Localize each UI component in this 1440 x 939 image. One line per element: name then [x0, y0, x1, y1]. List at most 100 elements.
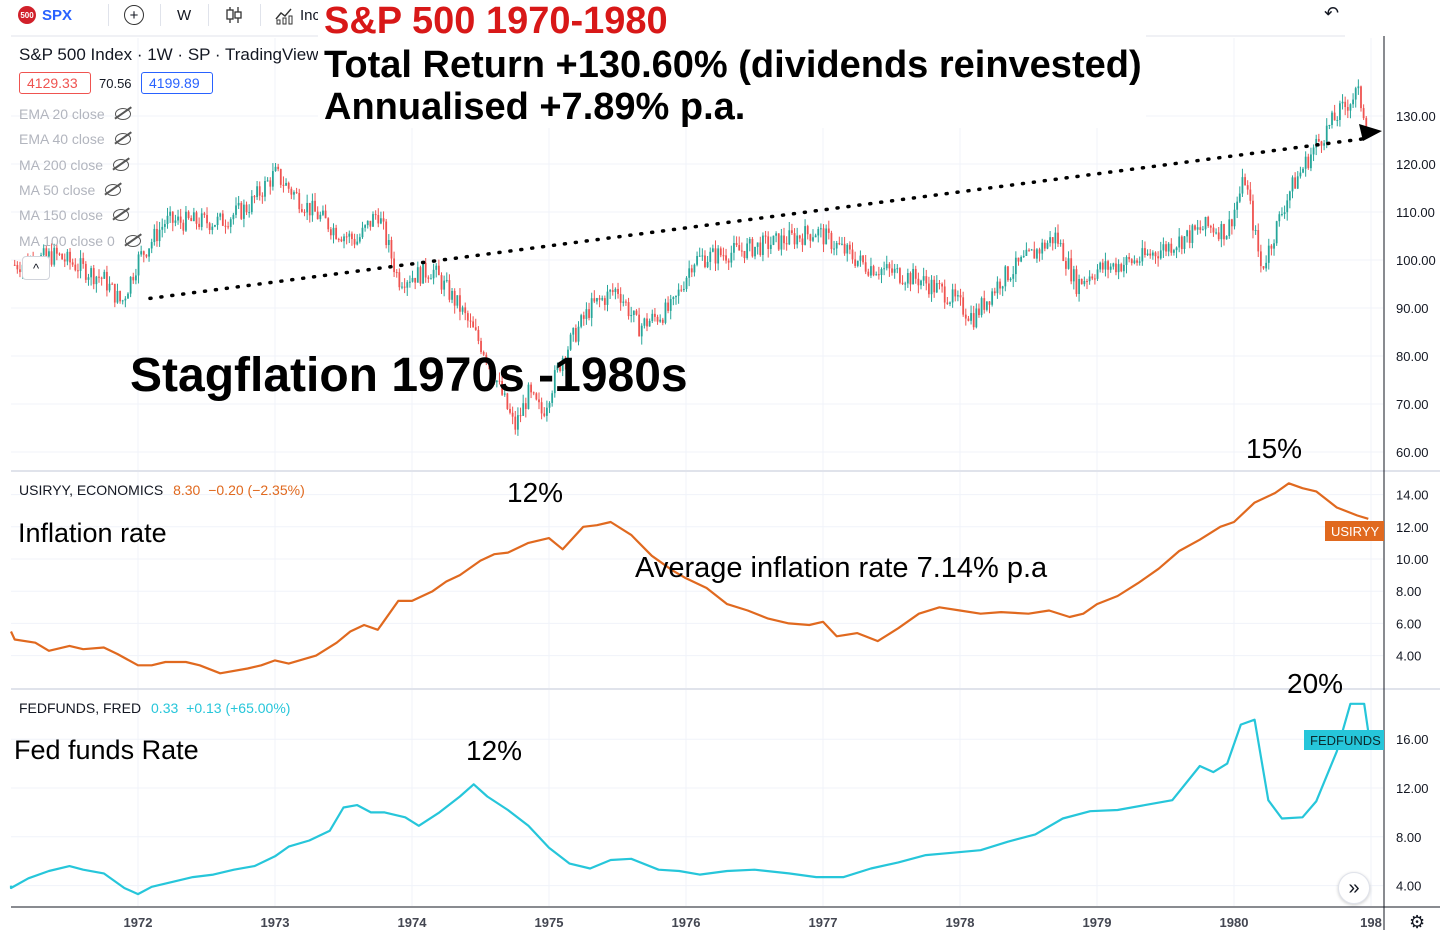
- candle-body: [846, 244, 849, 254]
- time-tick-label: 1976: [672, 915, 701, 930]
- collapse-legend-button[interactable]: ^: [22, 256, 50, 280]
- indicator-ma200[interactable]: MA 200 close: [19, 157, 130, 173]
- candle-body: [535, 393, 538, 400]
- indicator-label: MA 100 close 0: [19, 233, 115, 249]
- eye-hidden-icon[interactable]: [105, 184, 122, 196]
- candle-body: [617, 288, 619, 294]
- candle-body: [1259, 251, 1262, 267]
- candle-body: [1012, 274, 1015, 279]
- compare-button[interactable]: +: [124, 4, 144, 26]
- candle-body: [1170, 243, 1173, 253]
- gear-icon[interactable]: ⚙: [1409, 912, 1426, 932]
- eye-hidden-icon[interactable]: [113, 209, 130, 221]
- candle-body: [319, 214, 322, 220]
- candle-body: [351, 233, 353, 240]
- toolbar-divider: [260, 4, 261, 26]
- sell-price-button[interactable]: 4129.33: [19, 72, 91, 94]
- candle-body: [975, 308, 978, 328]
- indicators-button[interactable]: Inc: [274, 4, 320, 26]
- fedfunds-name: FEDFUNDS, FRED: [19, 700, 142, 716]
- price-tick-label: 120.00: [1396, 157, 1436, 172]
- interval-button[interactable]: W: [177, 4, 191, 26]
- candle-body: [401, 286, 403, 288]
- candle-body: [419, 267, 422, 284]
- candle-body: [1194, 225, 1196, 230]
- candle-body: [938, 283, 941, 285]
- candle-body: [888, 264, 891, 269]
- candle-body: [1159, 250, 1162, 259]
- candle-body: [764, 235, 767, 237]
- candle-body: [195, 212, 198, 224]
- candle-body: [909, 273, 912, 285]
- chart-type-button[interactable]: [224, 4, 244, 26]
- candle-body: [406, 282, 409, 288]
- candle-body: [970, 313, 972, 321]
- candle-body: [582, 315, 585, 319]
- candle-body: [972, 313, 975, 328]
- candle-body: [314, 200, 316, 212]
- time-tick-label: 198: [1360, 915, 1382, 930]
- buy-price-button[interactable]: 4199.89: [141, 72, 213, 94]
- candle-body: [1186, 230, 1189, 237]
- candle-body: [1241, 177, 1244, 194]
- usiryy-change: −0.20 (−2.35%): [208, 482, 305, 498]
- candle-body: [551, 393, 554, 403]
- candle-body: [545, 407, 548, 416]
- candle-body: [1038, 249, 1041, 254]
- candle-body: [87, 277, 90, 280]
- indicator-ema20[interactable]: EMA 20 close: [19, 106, 131, 122]
- eye-hidden-icon[interactable]: [124, 235, 141, 247]
- candle-body: [1022, 255, 1025, 258]
- candle-body: [227, 226, 230, 228]
- candle-body: [1296, 176, 1299, 189]
- fedfunds-tick-label: 4.00: [1396, 879, 1421, 894]
- candle-body: [1336, 119, 1339, 121]
- candle-body: [640, 325, 643, 337]
- candle-body: [740, 250, 743, 252]
- indicator-ma100[interactable]: MA 100 close 0: [19, 233, 141, 249]
- fedfunds-value: 0.33: [151, 700, 179, 716]
- indicator-ema40[interactable]: EMA 40 close: [19, 131, 131, 147]
- candle-body: [946, 302, 949, 304]
- candle-body: [746, 243, 749, 259]
- candle-body: [50, 251, 53, 265]
- candle-body: [1262, 266, 1265, 269]
- candle-body: [1362, 108, 1365, 119]
- indicator-ma150[interactable]: MA 150 close: [19, 207, 130, 223]
- eye-hidden-icon[interactable]: [114, 108, 131, 120]
- scroll-to-realtime-button[interactable]: »: [1338, 872, 1370, 904]
- indicators-icon: [275, 8, 293, 25]
- symbol-search-button[interactable]: 500 SPX: [18, 4, 72, 26]
- candle-body: [1120, 264, 1123, 272]
- candle-body: [806, 226, 809, 235]
- time-tick-label: 1975: [535, 915, 564, 930]
- candle-body: [427, 277, 430, 279]
- candle-body: [772, 235, 775, 245]
- candle-body: [485, 354, 488, 361]
- candle-body: [1122, 264, 1125, 272]
- candle-body: [437, 265, 440, 276]
- candle-body: [282, 184, 285, 186]
- candle-body: [440, 275, 443, 290]
- candle-body: [833, 248, 835, 250]
- candle-body: [519, 415, 522, 417]
- candle-body: [664, 302, 667, 323]
- usiryy-tick-label: 4.00: [1396, 649, 1421, 664]
- eye-hidden-icon[interactable]: [114, 133, 131, 145]
- eye-hidden-icon[interactable]: [113, 159, 130, 171]
- candle-body: [1046, 242, 1049, 249]
- candle-body: [111, 283, 114, 285]
- candle-body: [1304, 156, 1307, 169]
- indicator-ma50[interactable]: MA 50 close: [19, 182, 122, 198]
- plus-circle-icon: +: [124, 5, 144, 25]
- candle-body: [200, 213, 203, 227]
- candle-body: [411, 277, 414, 282]
- candle-body: [490, 363, 493, 374]
- candle-body: [538, 399, 540, 403]
- undo-icon[interactable]: ↶: [1324, 3, 1340, 23]
- candle-body: [1151, 252, 1154, 256]
- candle-body: [1162, 244, 1165, 251]
- candle-body: [445, 280, 448, 282]
- candle-body: [1070, 258, 1073, 282]
